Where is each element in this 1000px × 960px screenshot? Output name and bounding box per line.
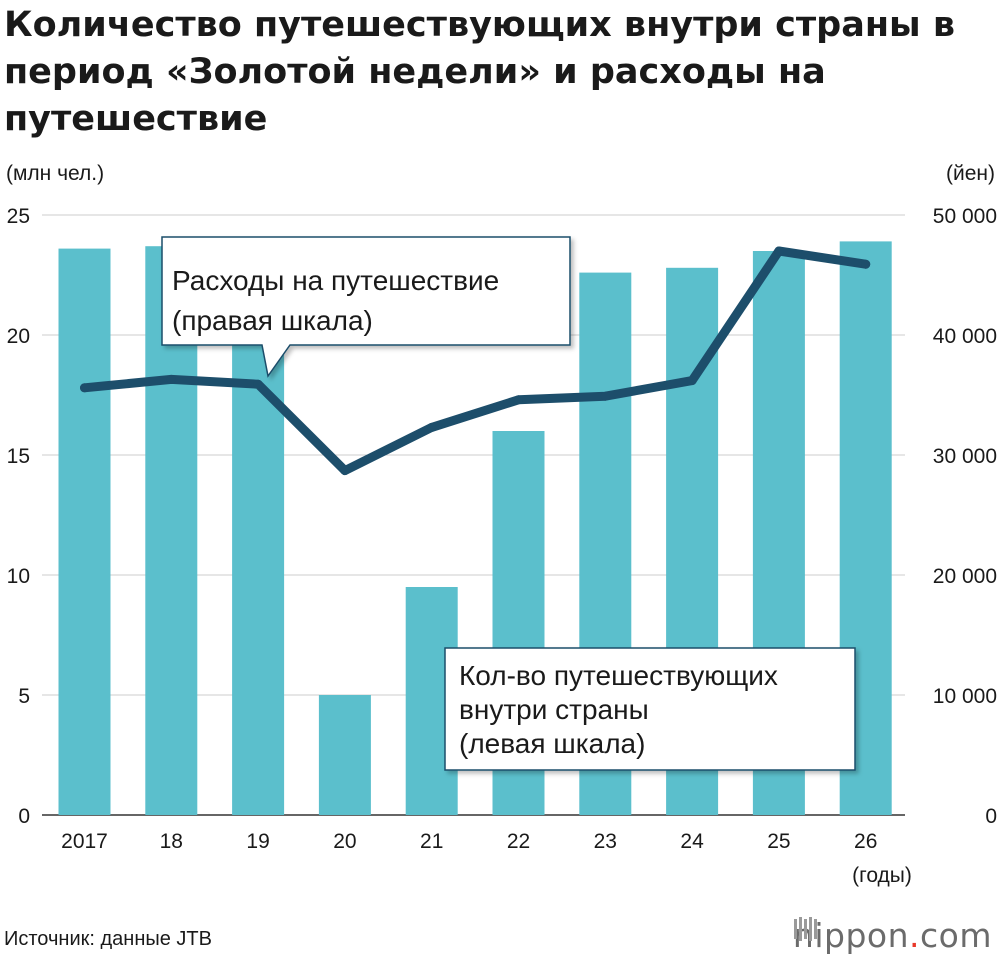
x-tick-label: 19	[246, 830, 269, 853]
line-point	[774, 246, 784, 256]
x-tick-label: 2017	[61, 830, 108, 853]
right-tick-label: 50 000	[933, 205, 997, 228]
line-point	[166, 374, 176, 384]
line-callout-box	[161, 236, 571, 378]
x-axis-ticks: 2017 18 19 20 21 22 23 24 25 26	[61, 830, 877, 853]
line-point	[687, 376, 697, 386]
left-tick-label: 0	[18, 805, 30, 828]
chart-title: Количество путешествующих внутри страны …	[4, 5, 955, 139]
nippon-mark-icon	[793, 917, 817, 941]
line-point	[340, 466, 350, 476]
line-point	[514, 395, 523, 405]
right-tick-label: 30 000	[933, 445, 997, 468]
bar-callout-text-2: внутри страны	[459, 694, 649, 725]
left-tick-label: 25	[7, 205, 30, 228]
line-point	[600, 391, 610, 401]
x-tick-label: 22	[507, 830, 530, 853]
line-callout: Расходы на путешествие (правая шкала)	[161, 236, 571, 378]
left-tick-label: 5	[18, 685, 30, 708]
right-axis-unit: (йен)	[946, 162, 995, 185]
source-note: Источник: данные JTB	[4, 928, 212, 950]
right-tick-label: 20 000	[933, 565, 997, 588]
bar-callout-text-3: (левая шкала)	[459, 728, 645, 759]
brand-logo[interactable]: nippon.com	[793, 916, 992, 955]
x-tick-label: 23	[594, 830, 617, 853]
right-tick-label: 0	[985, 805, 997, 828]
bar-callout: Кол-во путешествующих внутри страны (лев…	[444, 647, 856, 771]
x-tick-label: 18	[160, 830, 183, 853]
right-tick-label: 10 000	[933, 685, 997, 708]
left-tick-label: 15	[7, 445, 30, 468]
x-axis-unit: (годы)	[852, 864, 912, 887]
line-callout-text-1: Расходы на путешествие	[172, 265, 499, 296]
x-tick-label: 25	[767, 830, 790, 853]
x-tick-label: 24	[680, 830, 704, 853]
brand-dot: .	[909, 916, 921, 955]
bar	[318, 695, 371, 815]
bar-callout-text-1: Кол-во путешествующих	[459, 660, 778, 691]
line-point	[861, 259, 871, 269]
left-axis-unit: (млн чел.)	[6, 162, 104, 185]
right-axis-ticks: 0 10 000 20 000 30 000 40 000 50 000	[933, 205, 997, 828]
line-callout-text-2: (правая шкала)	[172, 305, 373, 336]
expenses-line	[80, 246, 871, 476]
brand-name: nippon	[792, 916, 910, 955]
left-tick-label: 20	[7, 325, 30, 348]
x-tick-label: 21	[420, 830, 443, 853]
line-point	[427, 422, 437, 432]
x-tick-label: 26	[854, 830, 877, 853]
brand-tld: com	[920, 916, 992, 955]
left-axis-ticks: 0 5 10 15 20 25	[7, 205, 30, 828]
x-tick-label: 20	[333, 830, 356, 853]
left-tick-label: 10	[7, 565, 30, 588]
bar	[58, 248, 111, 816]
bar-callout-box	[444, 647, 856, 771]
right-tick-label: 40 000	[933, 325, 997, 348]
line-point	[80, 383, 89, 393]
line-series	[80, 246, 871, 476]
line-point	[253, 379, 263, 389]
